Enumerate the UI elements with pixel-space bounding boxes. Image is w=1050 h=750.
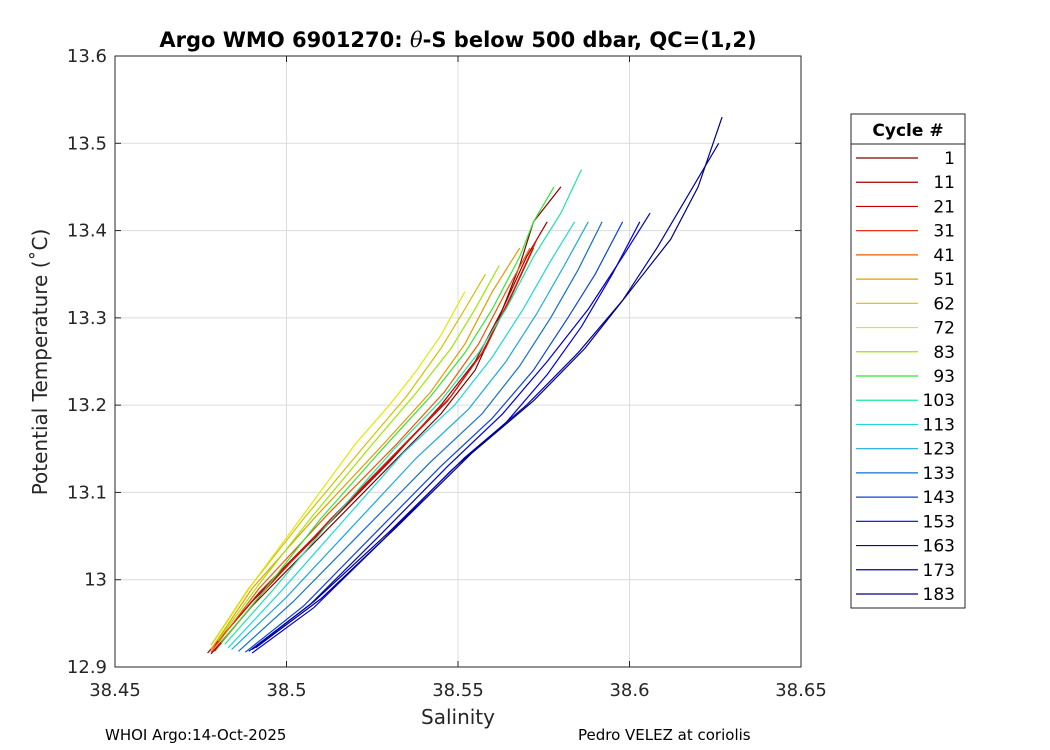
- legend-box: [850, 113, 966, 609]
- y-tick-label: 12.9: [67, 657, 107, 678]
- legend-label: 133: [923, 464, 955, 484]
- y-axis-label: Potential Temperature (˚C): [28, 229, 52, 496]
- footer-left: WHOI Argo:14-Oct-2025: [105, 726, 287, 744]
- legend-label: 72: [933, 319, 955, 339]
- footer-right: Pedro VELEZ at coriolis: [578, 726, 751, 744]
- series-line-cycle-113: [227, 221, 576, 649]
- y-ticks: 12.9 13 13.1 13.2 13.3 13.4 13.5 13.6: [67, 46, 801, 678]
- legend-label: 103: [923, 391, 955, 411]
- series-line-cycle-163: [248, 212, 651, 652]
- legend-label: 163: [923, 537, 955, 557]
- series-line-cycle-103: [224, 169, 583, 645]
- legend-label: 41: [933, 246, 955, 266]
- legend-title: Cycle #: [872, 121, 943, 141]
- legend-items: 1112131415162728393103113123133143153163…: [856, 149, 955, 605]
- series-line-cycle-83: [217, 265, 500, 642]
- legend-label: 173: [923, 561, 955, 581]
- x-tick-label: 38.65: [775, 680, 827, 701]
- y-tick-label: 13.3: [67, 308, 107, 329]
- legend-label: 62: [933, 294, 955, 314]
- plot-series-group: [207, 116, 723, 655]
- y-tick-label: 13.2: [67, 395, 107, 416]
- y-tick-label: 13.4: [67, 221, 107, 242]
- x-tick-label: 38.55: [432, 680, 484, 701]
- series-line-cycle-143: [244, 221, 624, 653]
- y-tick-label: 13.6: [67, 46, 107, 67]
- y-tick-label: 13.5: [67, 133, 107, 154]
- series-line-cycle-133: [238, 221, 603, 652]
- legend-label: 93: [933, 367, 955, 387]
- legend-label: 113: [923, 415, 955, 435]
- legend-label: 153: [923, 512, 955, 532]
- legend-label: 1: [944, 149, 955, 169]
- series-line-cycle-72: [214, 291, 466, 642]
- legend-label: 31: [933, 222, 955, 242]
- legend-label: 11: [933, 173, 955, 193]
- series-line-cycle-51: [210, 247, 521, 650]
- series-line-cycle-1: [210, 186, 562, 655]
- x-tick-label: 38.45: [89, 680, 141, 701]
- chart-title-prefix: Argo WMO 6901270:: [159, 28, 410, 52]
- y-tick-label: 13.1: [67, 482, 107, 503]
- y-tick-label: 13: [84, 570, 107, 591]
- legend-label: 143: [923, 488, 955, 508]
- legend-label: 21: [933, 197, 955, 217]
- legend-label: 83: [933, 343, 955, 363]
- x-ticks: 38.45 38.5 38.55 38.6 38.65: [89, 56, 827, 701]
- series-line-cycle-153: [251, 221, 641, 654]
- legend: Cycle # 11121314151627283931031131231331…: [850, 113, 966, 609]
- series-line-cycle-123: [231, 221, 589, 650]
- x-axis-label: Salinity: [421, 705, 495, 729]
- chart-title-theta: θ: [410, 28, 423, 52]
- legend-label: 183: [923, 585, 955, 605]
- series-line-cycle-31: [214, 239, 538, 652]
- chart-title: Argo WMO 6901270: θ-S below 500 dbar, QC…: [159, 28, 756, 52]
- series-line-cycle-21: [210, 247, 535, 650]
- series-line-cycle-173: [251, 142, 720, 650]
- series-line-cycle-93: [220, 186, 555, 643]
- series-line-cycle-183: [255, 116, 723, 649]
- series-line-cycle-41: [210, 247, 531, 653]
- series-line-cycle-11: [207, 221, 548, 654]
- x-tick-label: 38.5: [266, 680, 306, 701]
- chart-title-suffix: -S below 500 dbar, QC=(1,2): [423, 28, 757, 52]
- x-tick-label: 38.6: [609, 680, 649, 701]
- legend-label: 51: [933, 270, 955, 290]
- legend-label: 123: [923, 440, 955, 460]
